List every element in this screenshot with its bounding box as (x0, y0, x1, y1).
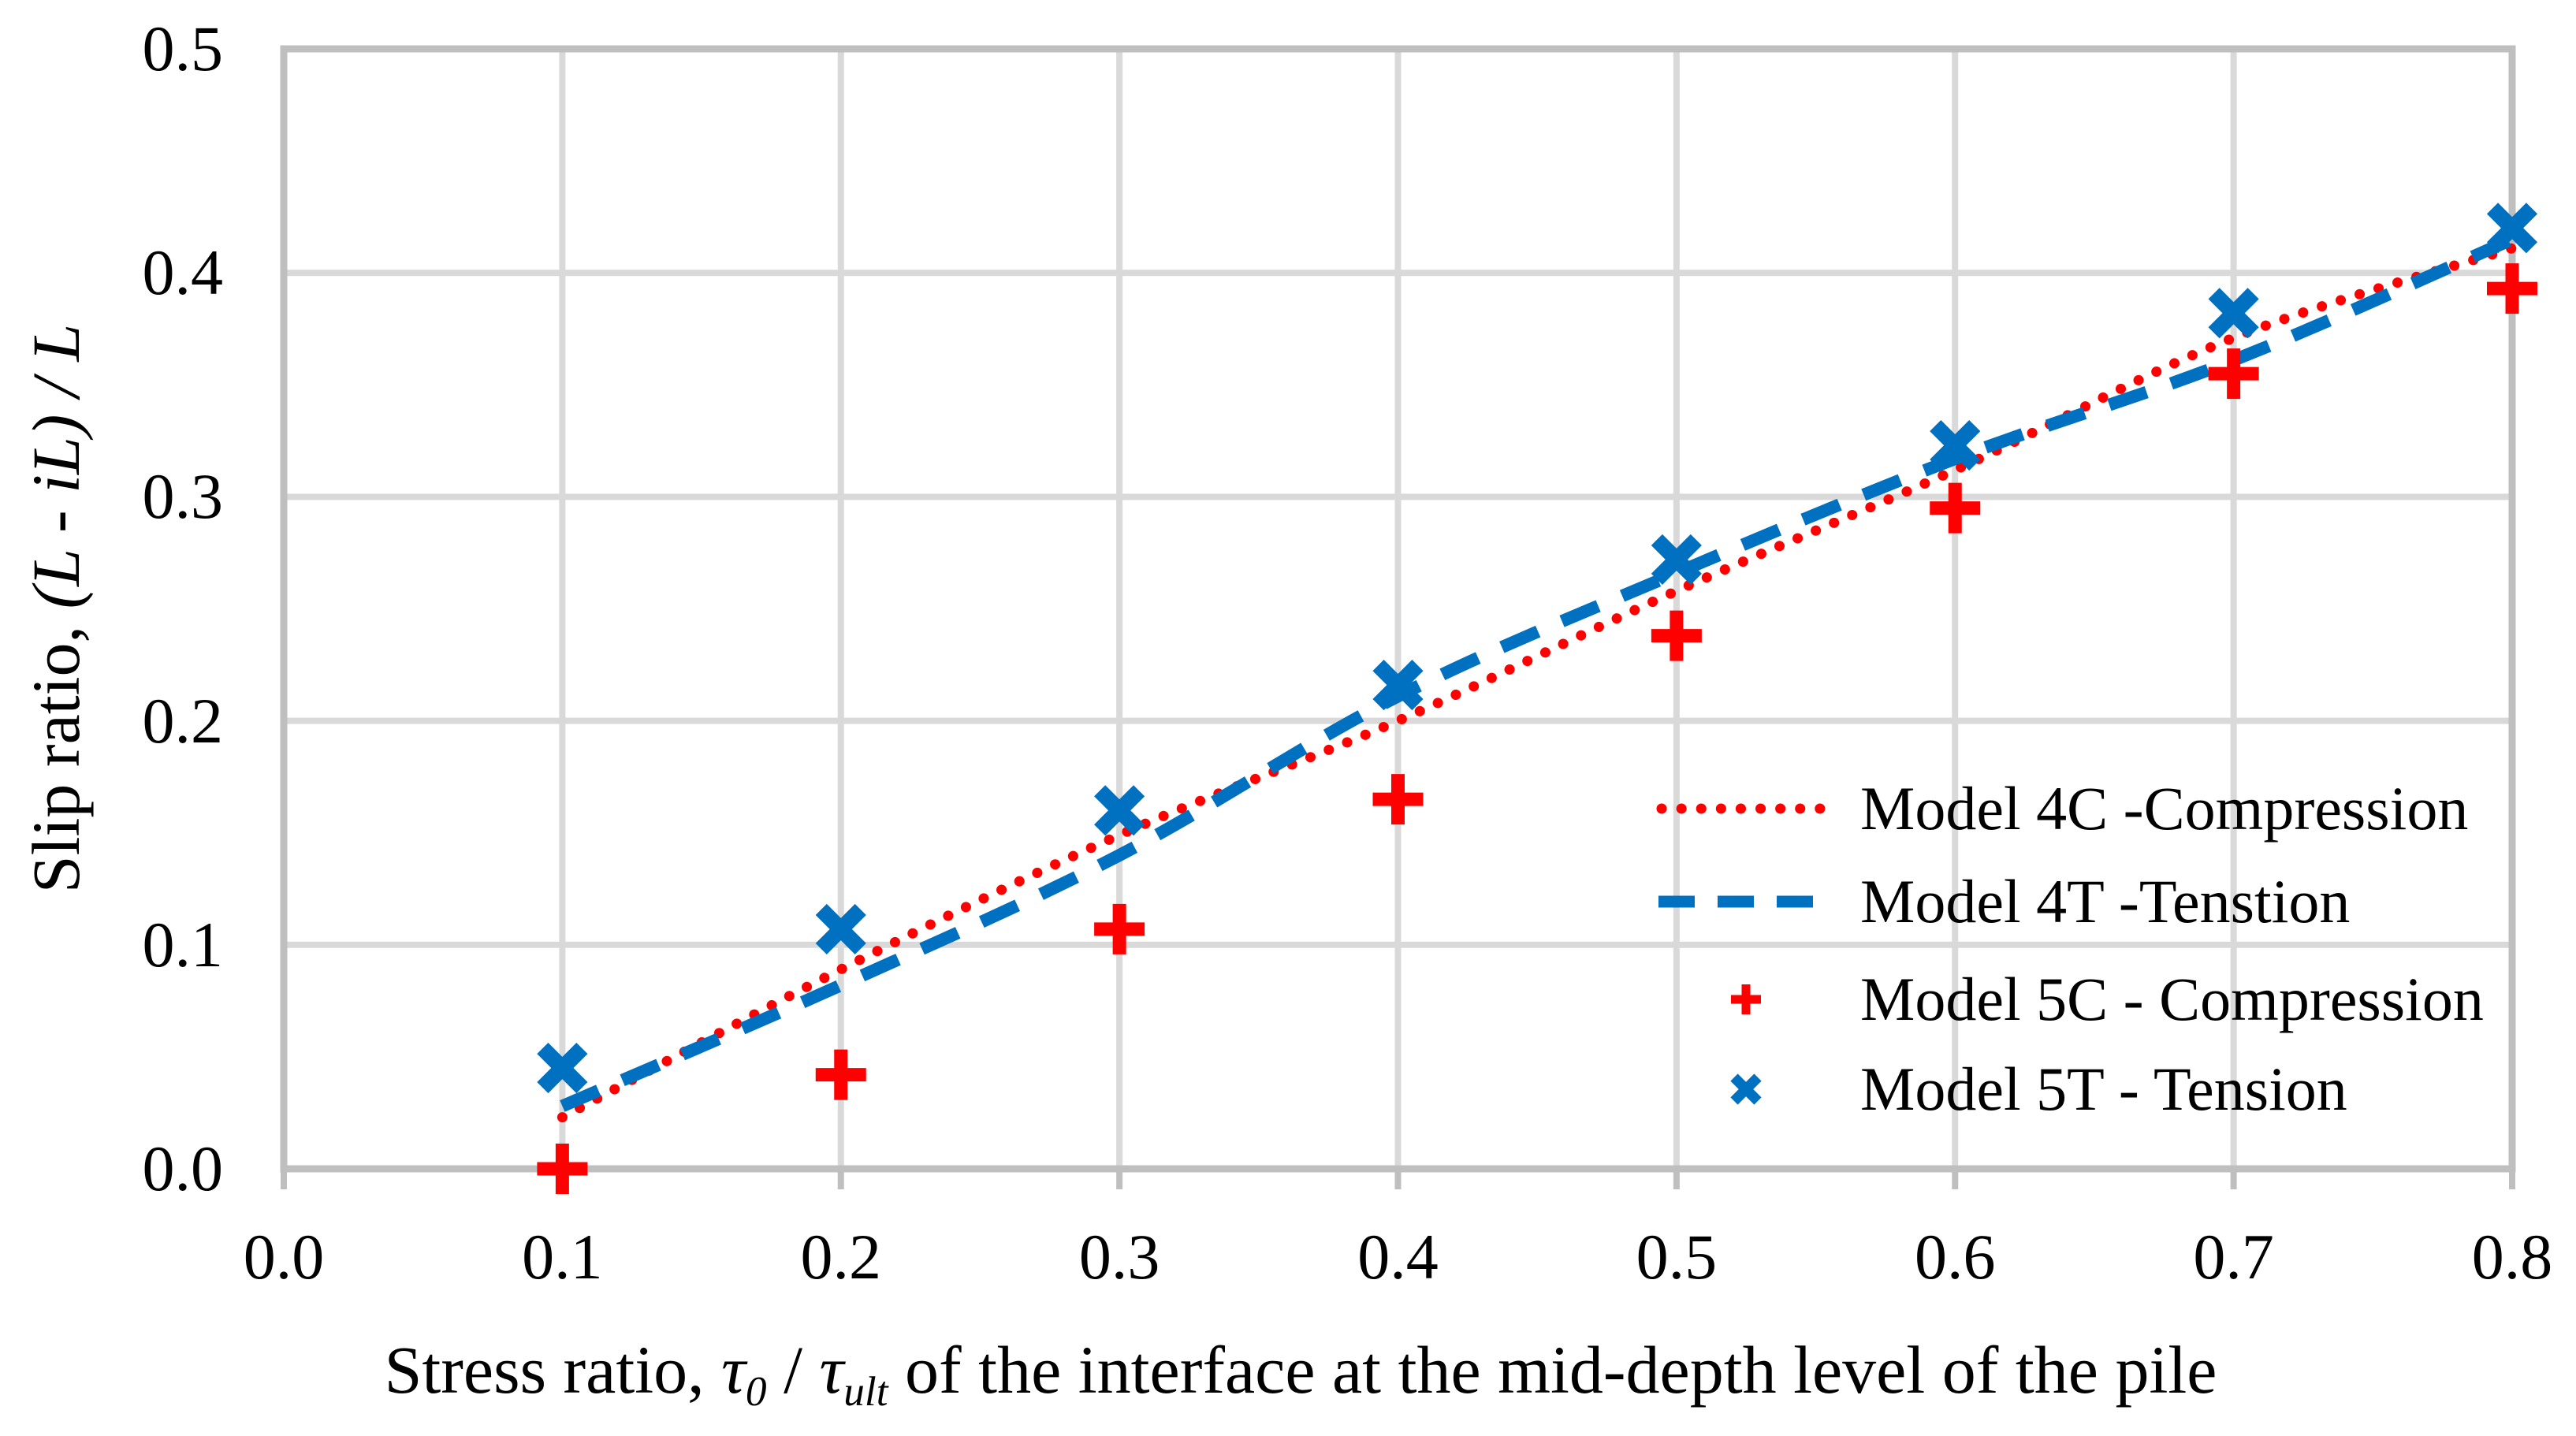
y-tick-label: 0.4 (142, 236, 224, 309)
plus-marker (1372, 774, 1424, 825)
x-tick-label: 0.6 (1915, 1221, 1996, 1293)
dashed-line-icon (1655, 866, 1837, 937)
x-tick-label: 0.8 (2471, 1221, 2553, 1293)
tau-ult-symbol: τ (819, 1332, 844, 1408)
y-axis-title: Slip ratio, (L - iL) / L (13, 136, 99, 1081)
x-marker (1651, 534, 1702, 586)
plus-marker (2487, 263, 2537, 314)
y-tick-label: 0.1 (142, 908, 224, 980)
series-line-dotted (557, 243, 2518, 1123)
legend-label: Model 4T -Tenstion (1860, 867, 2351, 936)
x-marker (1372, 660, 1424, 711)
x-marker (537, 1043, 588, 1094)
fraction-separator: / (766, 1332, 820, 1408)
plus-marker (1930, 482, 1981, 534)
x-axis-title: Stress ratio, τ0 / τult of the interface… (118, 1330, 2483, 1412)
x-tick-label: 0.5 (1636, 1221, 1718, 1293)
y-axis-title-text: Slip ratio, (18, 608, 94, 894)
x-marker (2486, 203, 2538, 254)
legend-item: Model 4C -Compression (1655, 769, 2468, 848)
tau-zero-subscript: 0 (745, 1367, 767, 1415)
legend-label: Model 5C - Compression (1860, 965, 2484, 1033)
y-tick-label: 0.2 (142, 684, 224, 757)
x-tick-label: 0.4 (1357, 1221, 1439, 1293)
legend-item: Model 4T -Tenstion (1655, 862, 2350, 941)
legend-item: Model 5T - Tension (1655, 1050, 2347, 1129)
legend-label: Model 4C -Compression (1860, 774, 2469, 843)
x-axis-title-suffix: of the interface at the mid-depth level … (888, 1332, 2217, 1408)
plus-marker (1651, 610, 1702, 661)
dotted-line-icon (1655, 773, 1837, 844)
x-tick-label: 0.1 (522, 1221, 603, 1293)
plus-marker (537, 1144, 588, 1194)
y-tick-label: 0.3 (142, 460, 224, 533)
x-marker (815, 903, 866, 954)
tau-zero-symbol: τ (721, 1332, 746, 1408)
plus-marker (2208, 348, 2259, 400)
x-axis-title-text: Stress ratio, (384, 1332, 722, 1408)
legend-label: Model 5T - Tension (1860, 1055, 2347, 1123)
y-tick-label: 0.0 (142, 1133, 224, 1204)
x-marker-icon (1655, 1054, 1837, 1125)
y-axis-title-math: (L - iL) / L (18, 323, 94, 609)
tau-ult-subscript: ult (843, 1367, 888, 1415)
plus-marker (815, 1049, 866, 1100)
plot-frame (280, 45, 2516, 1173)
x-tick-label: 0.7 (2193, 1221, 2274, 1293)
y-tick-label: 0.5 (142, 13, 224, 84)
plus-marker (1094, 903, 1145, 954)
series-line-dashed (560, 233, 2515, 1112)
x-tick-label: 0.0 (243, 1221, 325, 1293)
x-tick-label: 0.2 (800, 1221, 882, 1293)
x-marker (1094, 785, 1145, 836)
plus-marker-icon (1655, 964, 1837, 1035)
x-marker (2208, 288, 2259, 339)
legend-item: Model 5C - Compression (1655, 960, 2484, 1039)
x-marker (1930, 419, 1981, 471)
x-tick-label: 0.3 (1078, 1221, 1160, 1293)
